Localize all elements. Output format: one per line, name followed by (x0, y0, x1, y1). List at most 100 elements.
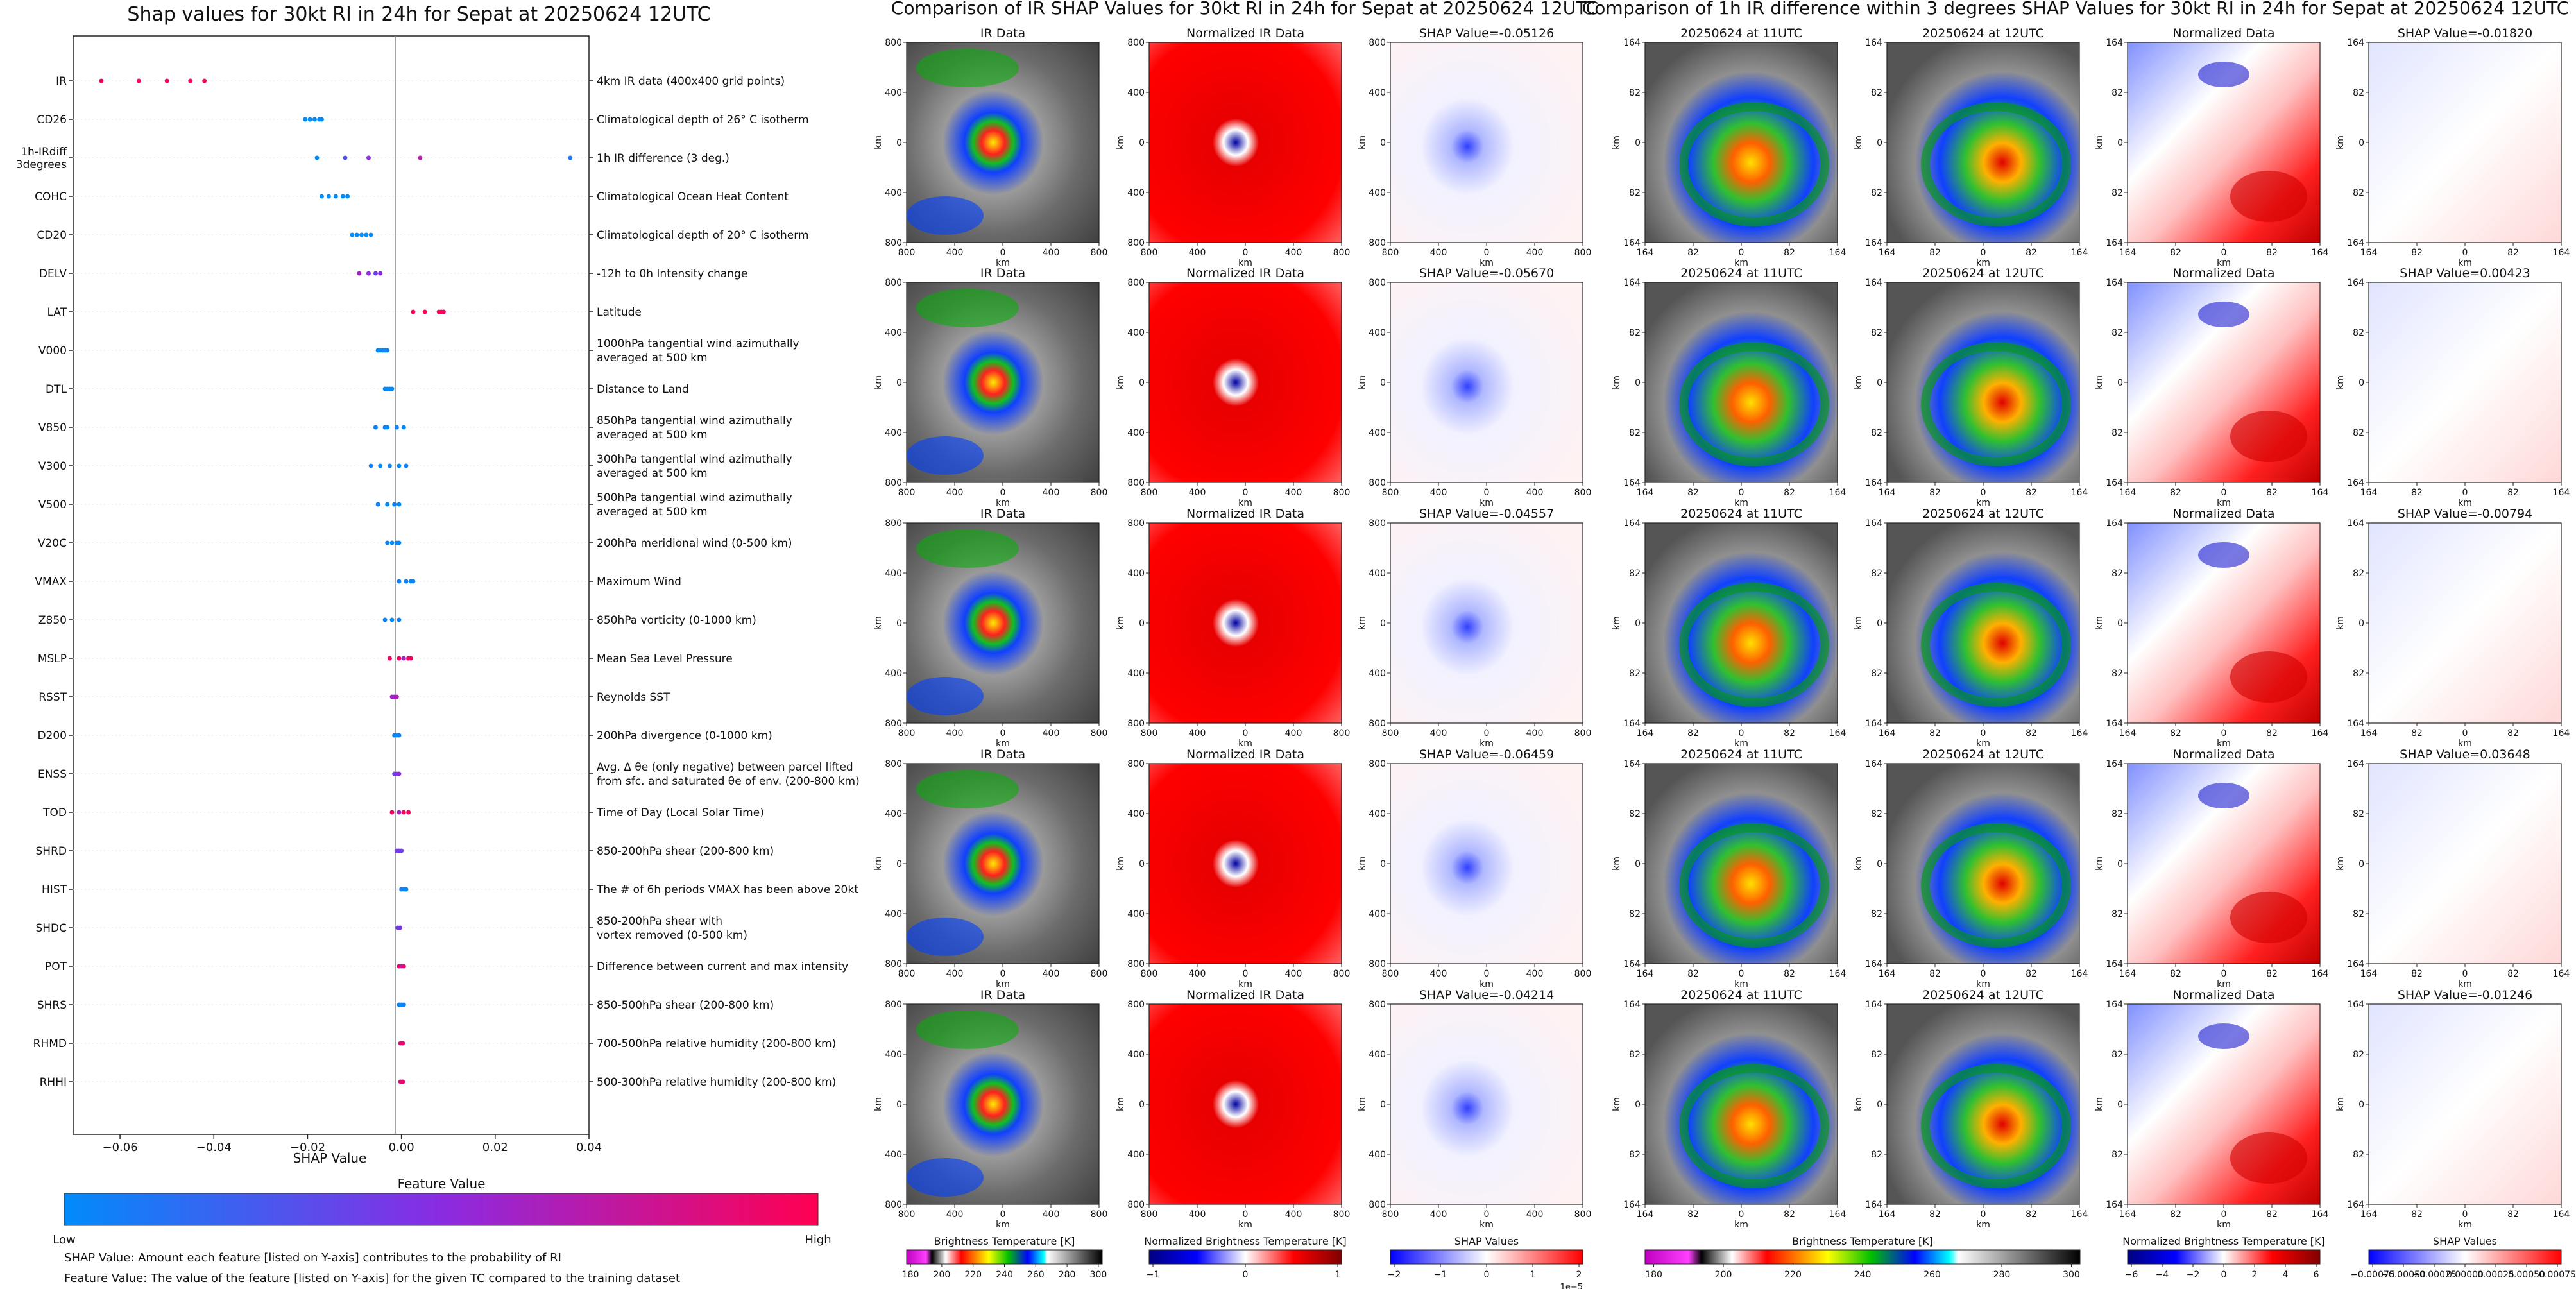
panel-x-label: km (1976, 979, 1990, 989)
panel-y-tick-label: 0 (1139, 138, 1145, 148)
panel-y-tick-label: 82 (1629, 88, 1641, 98)
colorbar-tick-label: 0 (1484, 1270, 1490, 1280)
colorbar-tick-label: 0.00025 (2477, 1270, 2514, 1280)
panel-x-label: km (1238, 738, 1252, 749)
cloud-blob (916, 289, 1019, 327)
shap-point (397, 771, 402, 776)
panel-x-tick-label: 82 (2026, 488, 2037, 498)
panel-x-tick-label: 400 (1285, 969, 1302, 979)
panel-y-tick-label: 800 (1127, 759, 1145, 769)
panel-y-label: km (2335, 857, 2346, 871)
panel-x-label: km (1238, 979, 1252, 989)
panel-y-label: km (873, 135, 883, 149)
feature-description: Mean Sea Level Pressure (597, 653, 733, 665)
panel-y-tick-label: 164 (1623, 38, 1641, 48)
colorbar-tick-label: −2 (1388, 1270, 1401, 1280)
panel-x-tick-label: 164 (1637, 488, 1654, 498)
panel-y-tick-label: 400 (1369, 328, 1386, 338)
panel-y-tick-label: 0 (1635, 859, 1641, 869)
cloud-blob (916, 770, 1019, 808)
panel-y-tick-label: 0 (2358, 859, 2364, 869)
panel-y-tick-label: 82 (1871, 1050, 1882, 1060)
panel-y-tick-label: 400 (1369, 568, 1386, 579)
panel-x-tick-label: 400 (1285, 1209, 1302, 1220)
shap-point (418, 155, 423, 160)
colorbar-tick-label: −0.00025 (2412, 1270, 2457, 1280)
colorbar-tick-label: 200 (934, 1270, 951, 1280)
panel-x-tick-label: 0 (1981, 248, 1986, 258)
panel-x-tick-label: 164 (2360, 488, 2378, 498)
panel-x-tick-label: 82 (1929, 248, 1941, 258)
panel-image (1644, 282, 1838, 483)
panel-y-tick-label: 164 (1865, 238, 1882, 248)
shap-feature-descriptions: 4km IR data (400x400 grid points) Climato… (596, 75, 860, 1089)
panel-title: SHAP Value=-0.06459 (1419, 747, 1554, 762)
panel-x-tick-label: 164 (2312, 969, 2329, 979)
panel-y-tick-label: 164 (2347, 278, 2364, 288)
shap-point (387, 656, 392, 661)
panel-y-tick-label: 800 (1369, 238, 1386, 248)
panel-y-tick-label: 82 (2353, 568, 2364, 579)
panel-x-label: km (1238, 258, 1252, 268)
panel-x-tick-label: 164 (2312, 488, 2329, 498)
shap-point (385, 502, 390, 507)
panel-title: SHAP Value=-0.00794 (2398, 507, 2532, 521)
shap-point (385, 540, 390, 545)
panel-x-tick-label: 0 (2221, 969, 2227, 979)
panel-y-tick-label: 800 (1369, 518, 1386, 529)
panel-x-tick-label: 82 (2507, 1209, 2519, 1220)
panel-y-label: km (1357, 857, 1367, 871)
cloud-blob (916, 529, 1019, 568)
panel-y-tick-label: 400 (885, 1150, 902, 1160)
panel-x-label: km (2458, 498, 2472, 508)
feature-label: D200 (37, 730, 67, 742)
anomaly-blob (2198, 783, 2249, 808)
panel-x-tick-label: 164 (2312, 728, 2329, 738)
panel-title: Normalized IR Data (1186, 988, 1304, 1002)
panel-y-label: km (2335, 616, 2346, 630)
shap-point (366, 271, 371, 276)
colorbar-label: Brightness Temperature [K] (1792, 1235, 1933, 1247)
panel-y-label: km (873, 857, 883, 871)
panel-title: Normalized Data (2172, 747, 2274, 762)
panel-y-tick-label: 400 (1369, 909, 1386, 919)
shap-chart-plot-area (73, 35, 590, 1135)
panel-x-tick-label: 82 (2170, 1209, 2181, 1220)
panel-y-tick-label: 82 (1629, 328, 1641, 338)
panel-y-label: km (2094, 857, 2104, 871)
panel-y-label: km (1116, 857, 1126, 871)
panel-x-tick-label: 800 (1574, 248, 1592, 258)
feature-value-colorbar (64, 1193, 819, 1226)
cloud-ring (1921, 102, 2071, 226)
panel-title: SHAP Value=0.00423 (2400, 266, 2530, 280)
colorbar-gradient (2368, 1249, 2562, 1265)
panel-x-tick-label: 800 (1574, 728, 1592, 738)
panel-x-label: km (1734, 738, 1748, 749)
panel-x-label: km (1480, 498, 1494, 508)
panel-y-tick-label: 400 (1369, 809, 1386, 819)
feature-description: 500hPa tangential wind azimuthally (597, 491, 792, 504)
panel-x-tick-label: 164 (1829, 728, 1847, 738)
panel-y-tick-label: 82 (2111, 669, 2123, 679)
panel-x-label: km (1734, 1220, 1748, 1230)
feature-description: 4km IR data (400x400 grid points) (597, 75, 785, 88)
panel-y-tick-label: 400 (1127, 809, 1145, 819)
panel-y-tick-label: 82 (2353, 1050, 2364, 1060)
panel-x-tick-label: 164 (2360, 728, 2378, 738)
panel-y-tick-label: 0 (1139, 378, 1145, 388)
panel-x-tick-label: 82 (2266, 969, 2278, 979)
panel-x-tick-label: 800 (1333, 969, 1351, 979)
panel-x-tick-label: 400 (1285, 488, 1302, 498)
panel-y-tick-label: 164 (1865, 478, 1882, 488)
panel-y-tick-label: 400 (885, 328, 902, 338)
panel-y-tick-label: 400 (885, 568, 902, 579)
panel-image (1390, 1003, 1583, 1205)
panel-x-tick-label: 164 (2071, 248, 2088, 258)
panel-x-tick-label: 0 (1000, 248, 1006, 258)
